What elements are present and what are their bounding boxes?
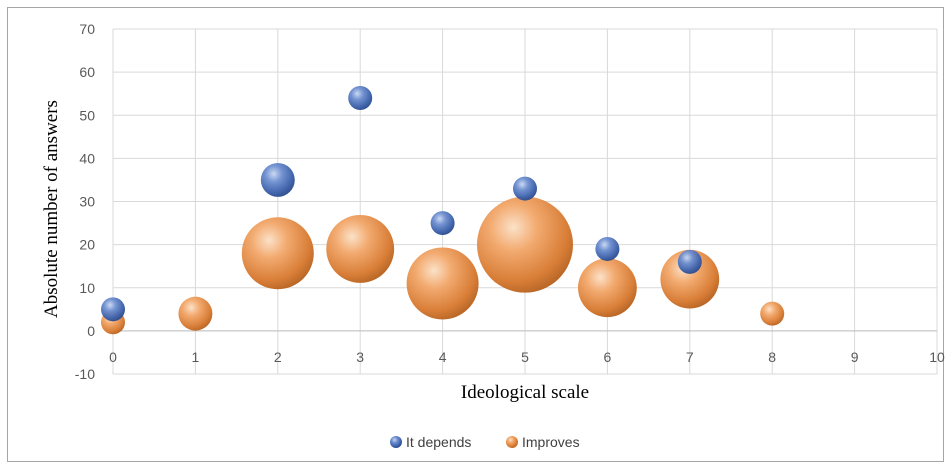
it-depends-bubble	[677, 249, 702, 274]
x-tick-label: 5	[521, 349, 529, 365]
y-tick-label: 0	[87, 323, 95, 339]
it-depends-bubble	[595, 236, 620, 261]
x-tick-label: 1	[192, 349, 200, 365]
y-tick-label: 40	[79, 150, 95, 166]
improves-bubble	[660, 249, 720, 309]
improves-bubble	[178, 296, 213, 331]
x-tick-label: 6	[604, 349, 612, 365]
x-tick-label: 10	[929, 349, 945, 365]
y-tick-label: -10	[75, 366, 95, 382]
it-depends-bubble	[348, 86, 373, 110]
y-axis-title: Absolute number of answers	[41, 100, 62, 318]
x-tick-label: 2	[274, 349, 282, 365]
improves-bubble	[578, 258, 637, 318]
y-tick-label: 30	[79, 194, 95, 210]
y-tick-label: 50	[79, 107, 95, 123]
x-tick-label: 9	[851, 349, 859, 365]
it-depends-bubble	[430, 211, 455, 236]
x-tick-label: 3	[356, 349, 364, 365]
chart-frame	[7, 7, 944, 462]
it-depends-bubble	[260, 162, 295, 197]
legend-label-improves: Improves	[522, 434, 580, 450]
improves-bubble	[326, 214, 395, 283]
x-axis-title: Ideological scale	[461, 382, 589, 403]
gridlines	[112, 28, 938, 375]
x-tick-label: 0	[109, 349, 117, 365]
axes: -10 0 10 20 30 40 50 60 70 0 1 2 3 4 5 6 7 8 9 10	[75, 21, 945, 382]
x-tick-label: 7	[686, 349, 694, 365]
improves-bubble	[477, 196, 573, 293]
legend-marker-improves	[506, 436, 518, 448]
improves-bubble	[241, 217, 314, 290]
it-depends-bubble	[101, 297, 125, 322]
bubbles	[101, 86, 785, 335]
y-tick-label: 70	[79, 21, 95, 37]
x-tick-label: 4	[439, 349, 447, 365]
improves-bubble	[760, 301, 785, 326]
legend: It depends Improves	[390, 434, 580, 450]
improves-bubble	[406, 247, 479, 320]
legend-marker-it-depends	[390, 436, 402, 448]
it-depends-bubble	[513, 176, 537, 201]
legend-label-it-depends: It depends	[406, 434, 471, 450]
y-tick-label: 20	[79, 237, 95, 253]
y-tick-label: 10	[79, 280, 95, 296]
x-tick-label: 8	[768, 349, 776, 365]
y-tick-label: 60	[79, 64, 95, 80]
